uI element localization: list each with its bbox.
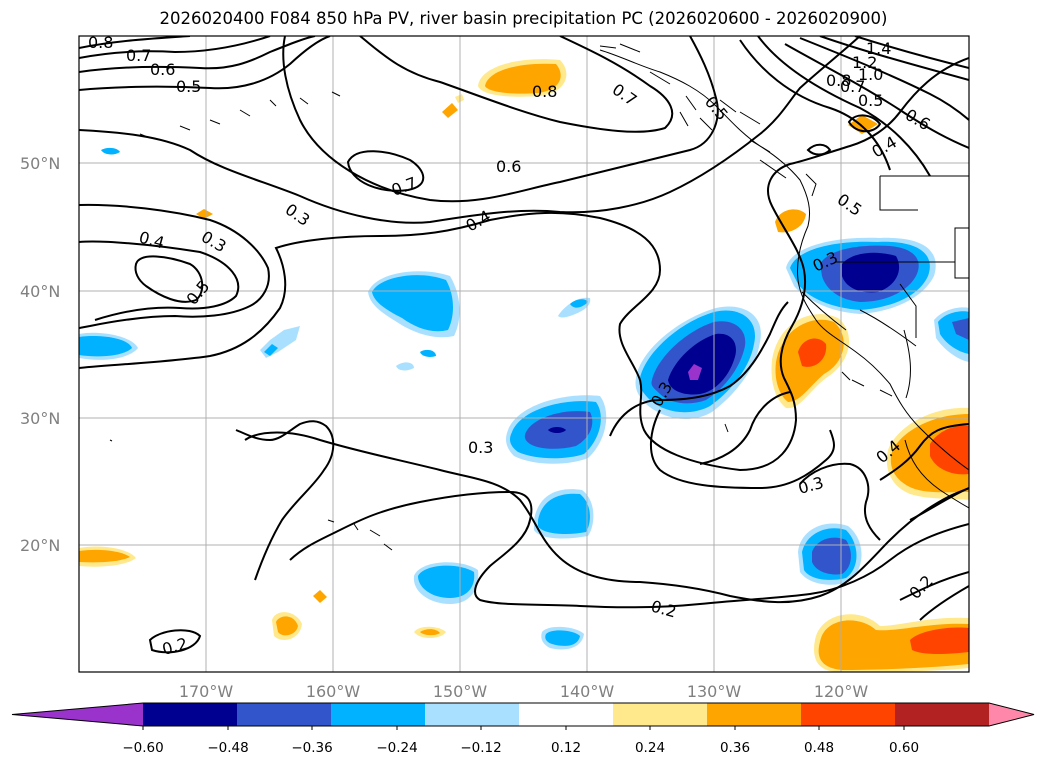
colorbar-tick-label: 0.60 (889, 740, 919, 756)
shade-pos-strong (910, 627, 969, 654)
lat-label: 30°N (20, 409, 60, 428)
colorbar-segment (707, 703, 802, 726)
map-frame (78, 35, 970, 673)
contour-label: 0.6 (150, 60, 175, 79)
colorbar-segment (519, 703, 614, 726)
contour-label: 0.7 (840, 77, 865, 96)
contour-label: 0.8 (88, 33, 113, 52)
shade-neg-mid (570, 299, 588, 308)
lon-label: 140°W (560, 682, 615, 701)
shade-pos-tiny (442, 103, 458, 118)
contour-label: 0.4 (137, 228, 167, 253)
contour-label: 0.7 (126, 46, 151, 65)
colorbar-extend-low (12, 703, 143, 726)
contour-label: 0.7 (389, 173, 419, 200)
latitude-labels: 50°N 40°N 30°N 20°N (20, 154, 60, 555)
shade-pos-strong (798, 338, 827, 367)
lat-label: 20°N (20, 536, 60, 555)
colorbar-segment (613, 703, 708, 726)
shade-pos-mid (420, 629, 440, 636)
shade-neg-mid (545, 630, 580, 646)
contour-label: 1.4 (866, 39, 891, 58)
shade-neg-extreme (688, 364, 702, 380)
contour-label: 0.3 (468, 438, 493, 457)
contour-label: 0.7 (609, 80, 641, 110)
colorbar-tick-label: −0.24 (376, 740, 417, 756)
shade-pos-mid (313, 590, 327, 603)
contour-label: 0.5 (176, 77, 201, 96)
shade-pos-mid (79, 549, 130, 563)
contour-label: 0.2 (905, 571, 936, 602)
colorbar-tick-label: 0.48 (804, 740, 834, 756)
colorbar-tick-label: −0.60 (122, 740, 163, 756)
shade-neg-mid (101, 147, 120, 155)
lat-label: 50°N (20, 154, 60, 173)
graticule (79, 36, 969, 672)
colorbar-tick-label: 0.36 (720, 740, 750, 756)
colorbar-tick-label: 0.24 (635, 740, 665, 756)
shade-neg-mid (372, 275, 453, 332)
contour-label: 1.2 (852, 53, 877, 72)
lat-label: 40°N (20, 282, 60, 301)
contour-label: 0.6 (496, 157, 521, 176)
shade-neg-mid (264, 344, 278, 356)
shade-neg-deep (842, 252, 900, 293)
contour-label: 0.3 (282, 200, 314, 230)
shade-pos-mid (276, 616, 298, 636)
contour-label: 0.8 (532, 82, 557, 101)
colorbar-segment (425, 703, 520, 726)
precip-shading (79, 59, 969, 672)
lon-label: 160°W (306, 682, 361, 701)
contour-label: 0.3 (796, 473, 826, 498)
contour-label: 0.2 (649, 597, 679, 622)
lon-label: 150°W (433, 682, 488, 701)
colorbar-segment (895, 703, 990, 726)
coastlines (109, 43, 969, 551)
shade-neg-strong (952, 318, 969, 340)
shade-neg-light (396, 362, 414, 371)
contour-label: 0.4 (463, 206, 495, 235)
colorbar-tick-label: −0.36 (291, 740, 332, 756)
shade-neg-mid (79, 336, 132, 357)
lon-label: 130°W (687, 682, 742, 701)
contour-label: 0.3 (198, 227, 230, 256)
contour-label: 0.5 (834, 190, 866, 220)
shade-neg-deep (548, 427, 566, 433)
colorbar-tick-label: −0.12 (460, 740, 501, 756)
map-area: 0.8 0.7 0.6 0.5 0.8 0.7 0.5 1.4 1.2 1.0 … (79, 33, 969, 672)
contour-label: 0.5 (858, 91, 883, 110)
contour-label: 1.0 (858, 65, 883, 84)
pv-contours (79, 36, 969, 654)
contour-label: 0.2 (160, 634, 190, 659)
colorbar-tick-label: 0.12 (551, 740, 581, 756)
colorbar-segment (801, 703, 896, 726)
colorbar-extend-high (989, 703, 1034, 726)
contour-label: 0.6 (902, 105, 934, 134)
shade-neg-mid (538, 493, 590, 534)
colorbar-tick-label: −0.48 (207, 740, 248, 756)
colorbar-segment (237, 703, 332, 726)
contour-label: 0.8 (826, 71, 851, 90)
shade-pos-strong (930, 425, 969, 475)
shade-pos-mid (485, 63, 561, 94)
shade-pos-tiny (196, 209, 213, 219)
colorbar-segment (331, 703, 426, 726)
longitude-labels: 170°W 160°W 150°W 140°W 130°W 120°W (179, 682, 869, 701)
map-title: 2026020400 F084 850 hPa PV, river basin … (159, 9, 888, 28)
shade-neg-deep (668, 333, 736, 395)
colorbar-segment (143, 703, 238, 726)
lon-label: 120°W (814, 682, 869, 701)
colorbar-labels: −0.60 −0.48 −0.36 −0.24 −0.12 0.12 0.24 … (122, 740, 919, 756)
lon-label: 170°W (179, 682, 234, 701)
shade-neg-mid (420, 349, 436, 357)
contour-label: 0.5 (183, 277, 214, 309)
colorbar (11, 702, 1035, 730)
